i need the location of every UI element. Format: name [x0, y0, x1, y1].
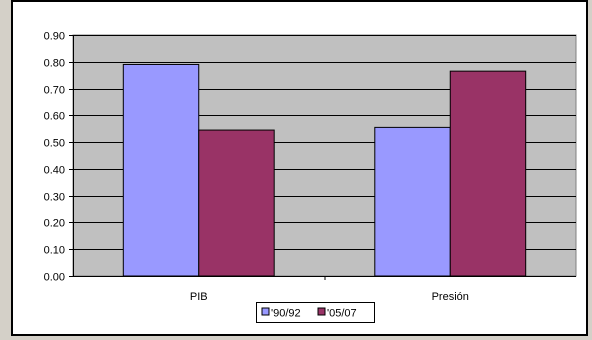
legend: '90/92 '05/07 — [256, 302, 375, 323]
y-tick-label: 0.70 — [44, 85, 65, 97]
y-tick-label: 0.60 — [44, 111, 65, 123]
x-category-label: Presión — [432, 291, 469, 303]
bar-pib-series-2 — [198, 129, 275, 277]
y-tick-label: 0.80 — [44, 58, 65, 70]
legend-label: '90/92 — [271, 308, 301, 320]
bar-presión-series-2 — [449, 70, 527, 277]
legend-swatch — [261, 307, 270, 316]
legend-swatch — [317, 307, 326, 316]
y-tick-label: 0.50 — [44, 138, 65, 150]
y-tick-label: 0.10 — [44, 245, 65, 257]
y-tick-label: 0.20 — [44, 218, 65, 230]
y-tick-label: 0.30 — [44, 192, 65, 204]
x-category-label: PIB — [190, 291, 208, 303]
legend-label: '05/07 — [327, 308, 357, 320]
y-tick-label: 0.90 — [44, 31, 65, 43]
legend-box — [256, 302, 375, 323]
y-tick-label: 0.00 — [44, 272, 65, 284]
y-tick-label: 0.40 — [44, 165, 65, 177]
bars-layer — [122, 63, 527, 277]
axis-layer: 0.00 0.10 0.20 0.30 0.40 0.50 0.60 0.70 0.80 0.90… — [44, 31, 576, 303]
bar-pib-series-1 — [122, 63, 200, 277]
bar-presión-series-1 — [374, 126, 451, 277]
